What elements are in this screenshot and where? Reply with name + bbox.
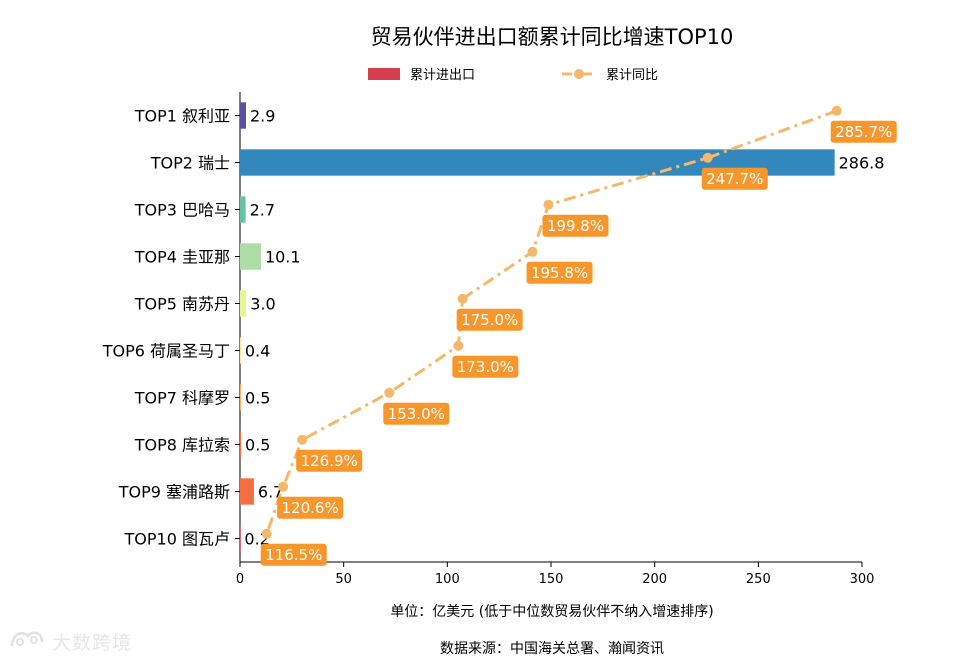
bar-value-label: 0.4 — [245, 342, 270, 361]
category-label: TOP9 塞浦路斯 — [118, 483, 230, 502]
bar — [240, 243, 261, 270]
bar-value-label: 2.7 — [250, 201, 275, 220]
growth-value-label: 285.7% — [835, 123, 892, 141]
watermark: 大数跨境 — [8, 624, 138, 656]
bars-group — [240, 102, 835, 552]
growth-point — [702, 152, 713, 163]
watermark-logo-icon — [10, 631, 44, 647]
source-note: 数据来源：中国海关总署、瀚闻资讯 — [440, 641, 664, 657]
x-tick-label: 250 — [746, 572, 771, 587]
growth-value-label: 126.9% — [301, 452, 358, 470]
legend-bar-swatch — [368, 68, 400, 80]
bar-value-label: 6.7 — [258, 483, 283, 502]
growth-value-label: 195.8% — [531, 264, 588, 282]
category-label: TOP10 图瓦卢 — [124, 530, 230, 549]
category-label: TOP4 圭亚那 — [134, 248, 230, 267]
growth-point — [527, 246, 538, 257]
growth-point — [453, 340, 464, 351]
category-label: TOP6 荷属圣马丁 — [102, 342, 230, 361]
growth-label-box — [830, 120, 897, 143]
growth-point — [278, 481, 289, 492]
growth-label-box — [701, 167, 768, 190]
chart-title: 贸易伙伴进出口额累计同比增速TOP10 — [371, 25, 734, 49]
bar-value-label: 0.5 — [245, 389, 270, 408]
x-tick-label: 200 — [642, 572, 667, 587]
bar — [240, 525, 241, 552]
growth-point — [831, 105, 842, 116]
x-tick-label: 300 — [850, 572, 875, 587]
growth-label-box — [260, 543, 327, 566]
legend-bar-label: 累计进出口 — [410, 68, 475, 83]
category-label: TOP3 巴哈马 — [134, 201, 230, 220]
growth-label-box — [452, 355, 519, 378]
growth-value-label: 116.5% — [265, 546, 322, 564]
growth-point — [543, 199, 554, 210]
growth-point — [384, 387, 395, 398]
bar — [240, 102, 247, 129]
bar — [240, 337, 241, 364]
growth-point — [297, 434, 308, 445]
legend-line-label: 累计同比 — [606, 68, 658, 83]
category-label: TOP1 叙利亚 — [134, 107, 230, 126]
category-label: TOP7 科摩罗 — [134, 389, 230, 408]
bar — [240, 431, 242, 458]
growth-value-label: 199.8% — [547, 217, 604, 235]
growth-value-label: 153.0% — [388, 405, 445, 423]
watermark-text: 大数跨境 — [52, 632, 133, 654]
axes: 0 50 100 150 200 250 300 TOP1 叙利亚 TOP2 瑞士 TOP3 巴哈… — [102, 92, 875, 587]
growth-label-box — [456, 308, 523, 331]
bar — [240, 290, 247, 317]
bar — [240, 196, 246, 223]
x-tick-label: 0 — [236, 572, 244, 587]
bar-value-label: 2.9 — [250, 107, 275, 126]
bar — [240, 478, 254, 505]
growth-label-box — [526, 261, 593, 284]
growth-label-box — [277, 496, 344, 519]
growth-value-label: 173.0% — [457, 358, 514, 376]
growth-value-label: 175.0% — [461, 311, 518, 329]
bar-value-label: 10.1 — [265, 248, 301, 267]
legend-line-marker — [574, 69, 584, 79]
x-tick-label: 50 — [335, 572, 352, 587]
bar-value-label: 3.0 — [250, 295, 275, 314]
category-label: TOP2 瑞士 — [150, 154, 230, 173]
growth-label-box — [542, 214, 609, 237]
growth-label-box — [296, 449, 363, 472]
growth-label-box — [383, 402, 450, 425]
bar — [240, 384, 242, 411]
growth-labels-group: 285.7% 247.7% 199.8% 195.8% 175.0% 173.0% 153.… — [260, 120, 897, 566]
bar-value-label: 0.5 — [245, 436, 270, 455]
legend: 累计进出口 累计同比 — [368, 68, 658, 83]
bar-value-label: 286.8 — [839, 154, 885, 173]
growth-value-label: 120.6% — [282, 499, 339, 517]
growth-point — [457, 293, 468, 304]
x-tick-label: 150 — [539, 572, 564, 587]
x-axis-label: 单位：亿美元 (低于中位数贸易伙伴不纳入增速排序) — [390, 604, 713, 620]
category-label: TOP8 库拉索 — [134, 436, 230, 455]
growth-value-label: 247.7% — [706, 170, 763, 188]
category-label: TOP5 南苏丹 — [134, 295, 230, 314]
growth-point — [261, 528, 272, 539]
x-tick-label: 100 — [435, 572, 460, 587]
